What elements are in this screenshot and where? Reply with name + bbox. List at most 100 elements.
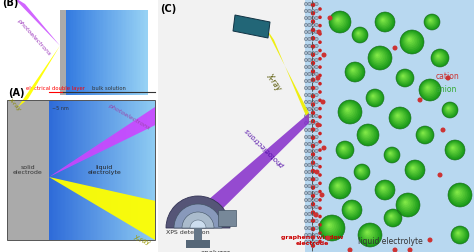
- Circle shape: [428, 18, 433, 23]
- Bar: [81, 100, 82, 240]
- Circle shape: [371, 93, 376, 100]
- Circle shape: [390, 215, 392, 217]
- Circle shape: [446, 105, 453, 112]
- Polygon shape: [315, 226, 318, 230]
- Circle shape: [449, 184, 470, 205]
- Bar: [130, 100, 132, 240]
- Circle shape: [311, 152, 315, 156]
- Polygon shape: [308, 114, 311, 118]
- Bar: [125, 100, 127, 240]
- Polygon shape: [304, 135, 308, 139]
- Bar: [85, 100, 87, 240]
- Polygon shape: [304, 205, 308, 209]
- Circle shape: [386, 211, 398, 223]
- Circle shape: [374, 52, 382, 60]
- Circle shape: [377, 14, 392, 29]
- Polygon shape: [308, 93, 311, 97]
- Polygon shape: [311, 65, 315, 69]
- Circle shape: [349, 66, 358, 75]
- Circle shape: [318, 215, 322, 218]
- Circle shape: [369, 47, 390, 68]
- Circle shape: [405, 35, 416, 46]
- Polygon shape: [315, 233, 318, 237]
- Circle shape: [348, 65, 359, 76]
- Bar: [73, 10, 75, 95]
- Circle shape: [340, 145, 348, 153]
- Polygon shape: [304, 44, 308, 48]
- Circle shape: [316, 76, 320, 80]
- Circle shape: [356, 166, 367, 177]
- Circle shape: [356, 30, 363, 38]
- Text: X-ray: X-ray: [264, 72, 283, 92]
- Circle shape: [402, 199, 410, 207]
- Circle shape: [318, 115, 322, 119]
- Circle shape: [420, 130, 428, 138]
- Circle shape: [419, 79, 441, 101]
- Wedge shape: [182, 212, 214, 228]
- Circle shape: [428, 237, 432, 242]
- Circle shape: [446, 106, 451, 111]
- Circle shape: [356, 32, 360, 35]
- Polygon shape: [308, 30, 311, 34]
- Polygon shape: [315, 107, 318, 111]
- Circle shape: [456, 231, 462, 236]
- Circle shape: [394, 112, 402, 120]
- Circle shape: [432, 50, 448, 66]
- Bar: [75, 100, 77, 240]
- Circle shape: [426, 16, 437, 27]
- Bar: [130, 10, 132, 95]
- Polygon shape: [304, 58, 308, 62]
- Polygon shape: [315, 44, 318, 48]
- Circle shape: [382, 187, 384, 189]
- Polygon shape: [304, 163, 308, 167]
- Circle shape: [364, 229, 372, 237]
- Circle shape: [447, 107, 449, 109]
- Bar: [126, 10, 128, 95]
- Bar: [305, 0, 474, 252]
- Circle shape: [318, 240, 322, 243]
- Polygon shape: [308, 163, 311, 167]
- Circle shape: [311, 78, 315, 82]
- Polygon shape: [308, 149, 311, 153]
- Circle shape: [343, 201, 361, 219]
- Bar: [126, 100, 128, 240]
- Circle shape: [389, 107, 411, 129]
- Circle shape: [359, 126, 376, 143]
- Circle shape: [337, 142, 352, 156]
- Circle shape: [443, 103, 457, 117]
- Circle shape: [348, 206, 352, 210]
- Bar: [194, 228, 202, 243]
- Circle shape: [329, 177, 351, 199]
- Polygon shape: [308, 58, 311, 62]
- Circle shape: [311, 235, 315, 240]
- Polygon shape: [315, 23, 318, 27]
- Bar: [101, 10, 103, 95]
- Text: electrical double layer: electrical double layer: [27, 86, 85, 91]
- Polygon shape: [311, 184, 315, 188]
- Circle shape: [379, 16, 388, 25]
- Circle shape: [399, 72, 409, 82]
- Circle shape: [311, 227, 315, 231]
- Bar: [61, 100, 63, 240]
- Text: anion: anion: [436, 85, 457, 94]
- Circle shape: [390, 108, 410, 128]
- Bar: [131, 100, 133, 240]
- Polygon shape: [304, 149, 308, 153]
- Bar: [120, 100, 122, 240]
- Circle shape: [318, 82, 322, 85]
- Circle shape: [438, 173, 443, 177]
- Circle shape: [311, 28, 315, 32]
- Circle shape: [455, 230, 463, 238]
- Circle shape: [433, 51, 445, 63]
- Bar: [115, 100, 117, 240]
- Text: liquid
electrolyte: liquid electrolyte: [87, 165, 121, 175]
- Circle shape: [357, 124, 379, 146]
- Bar: [55, 100, 56, 240]
- Bar: [123, 10, 125, 95]
- Circle shape: [322, 218, 339, 236]
- Polygon shape: [308, 184, 311, 188]
- Circle shape: [371, 49, 387, 65]
- Circle shape: [359, 224, 380, 245]
- Bar: [186, 240, 210, 248]
- Circle shape: [401, 74, 407, 79]
